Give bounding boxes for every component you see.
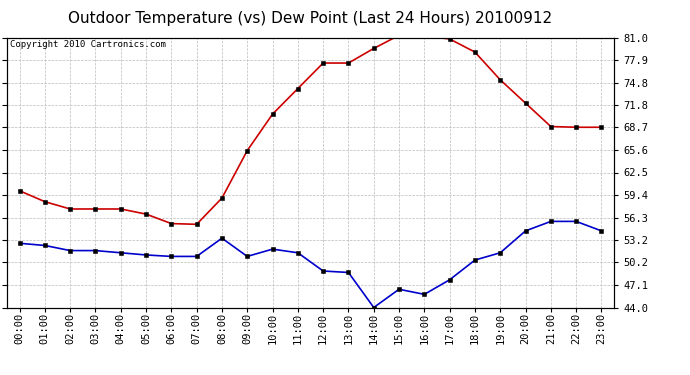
Text: Copyright 2010 Cartronics.com: Copyright 2010 Cartronics.com — [10, 40, 166, 49]
Text: Outdoor Temperature (vs) Dew Point (Last 24 Hours) 20100912: Outdoor Temperature (vs) Dew Point (Last… — [68, 11, 553, 26]
